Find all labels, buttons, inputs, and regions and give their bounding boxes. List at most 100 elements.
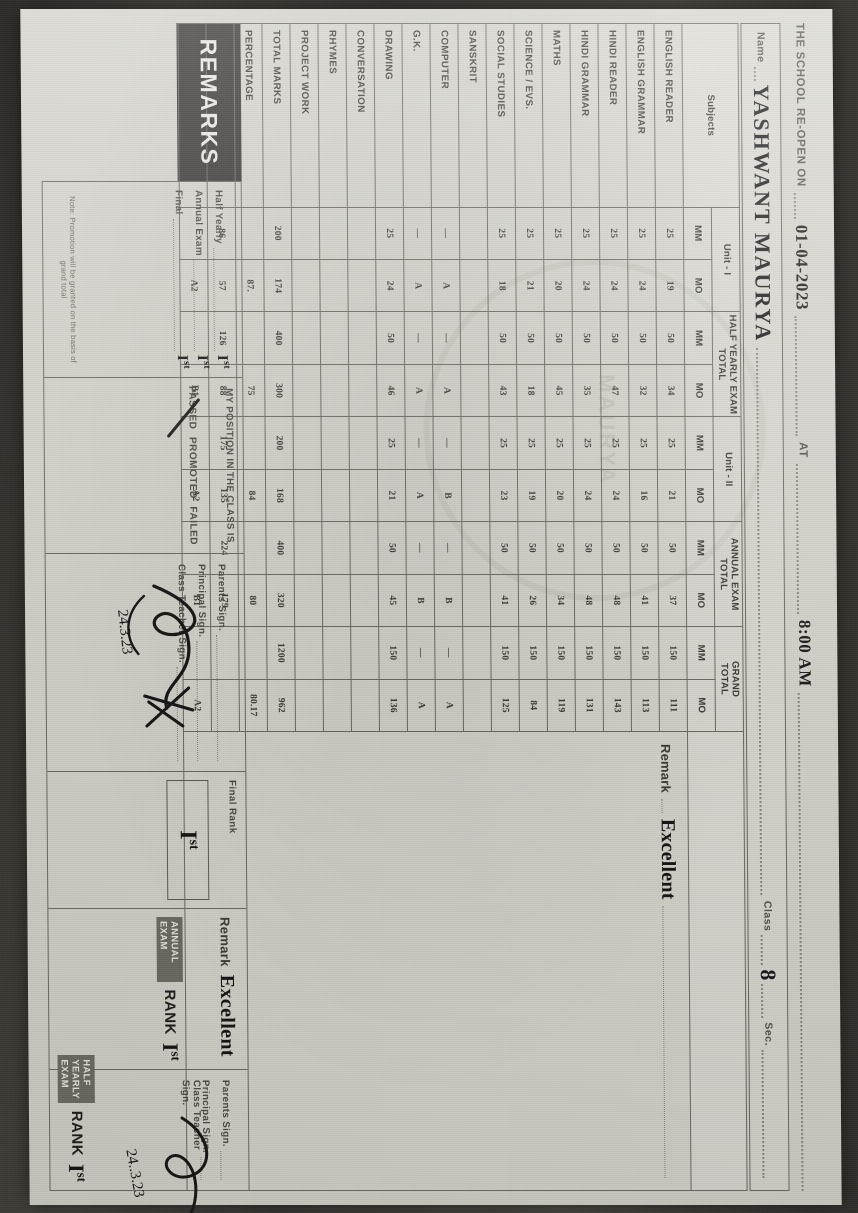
remarks-header-text: REMARKS [196,38,224,166]
group-header-annual: ANNUAL EXAM TOTAL [713,521,743,627]
max-marks-cell: — [431,207,460,260]
group-header-unit1: Unit - I [711,207,741,312]
obtained-marks-cell: 143 [603,679,632,732]
max-marks-cell: 25 [515,207,544,260]
obtained-marks-cell: 26 [518,574,547,627]
obtained-marks-cell: 19 [655,259,685,312]
max-marks-cell: 50 [629,521,659,575]
max-marks-cell: 150 [658,626,688,680]
obtained-marks-cell: 131 [575,679,604,732]
obtained-marks-cell: 18 [516,364,546,417]
failed-label[interactable]: FAILED [187,506,199,545]
obtained-marks-cell: A [432,364,462,417]
max-marks-cell [293,416,322,470]
obtained-marks-cell: 32 [628,364,658,417]
subject-name: HINDI READER [597,23,628,208]
max-marks-cell [293,521,323,575]
final-final-value: Ist [174,354,193,369]
final-annual-exam-row: Annual Exam Ist [193,190,214,369]
max-marks-cell: 50 [573,521,603,575]
reopen-time-value: 8:00 AM [795,619,815,687]
final-final-leader [172,218,185,351]
obtained-marks-cell: A [407,679,436,732]
reopen-leader-1 [794,192,808,219]
obtained-marks-cell: 16 [629,469,658,522]
subject-name: ENGLISH GRAMMAR [625,23,656,208]
obtained-marks-cell: 45 [378,574,407,627]
subject-name: SOCIAL STUDIES [485,23,516,208]
name-leader-b [756,348,774,895]
final-principal-sign-label: Principal Sign. [195,564,208,638]
reopen-date-value: 01-04-2023 [791,224,812,311]
annual-rank-badge: ANNUAL EXAM [156,917,183,982]
final-class-teacher-sign-row[interactable]: Class Teacher Sign. [176,564,198,761]
obtained-marks-cell: 21 [515,259,545,312]
obtained-marks-cell [322,574,351,627]
obtained-marks-cell [460,364,490,417]
hy-principal-sign-row[interactable]: Principal Sign. [200,1080,221,1180]
max-marks-cell: 50 [488,311,517,365]
reopen-at-label: AT [796,442,809,458]
obtained-marks-cell [292,364,322,417]
max-marks-cell [349,521,379,575]
obtained-marks-cell: A [431,259,461,312]
max-marks-cell: 400 [265,521,295,575]
final-parents-sign-row[interactable]: Parents Sign. [216,564,238,761]
obtained-marks-cell: 48 [574,574,603,627]
max-marks-cell: — [403,207,432,260]
half-yearly-rank-label: RANK [67,1110,86,1157]
passed-label[interactable]: PASSED [186,386,198,430]
max-marks-cell: 50 [376,311,405,365]
obtained-marks-cell [293,469,322,522]
max-marks-cell: — [433,416,462,470]
marks-table: Subjects Unit - I HALF YEARLY EXAM TOTAL … [177,23,748,1191]
max-marks-cell: 150 [378,626,408,680]
max-marks-cell: 25 [573,416,602,470]
max-marks-cell [321,521,351,575]
report-card-content: THE SCHOOL RE-OPEN ON 01-04-2023 AT 8:00… [20,9,841,1213]
class-label: Class [761,900,774,932]
max-marks-cell: — [405,521,435,575]
obtained-marks-cell: 43 [488,364,518,417]
max-marks-cell: — [432,311,461,365]
final-signature-block: Parents Sign. Principal Sign. Class Teac… [45,554,246,772]
obtained-marks-cell: 962 [267,679,296,732]
obtained-marks-cell: A [404,364,434,417]
half-yearly-remark-value: Excellent [656,818,680,900]
group-header-half-yearly: HALF YEARLY EXAM TOTAL [712,311,742,417]
max-marks-cell: 25 [377,416,406,470]
annual-remark-label: Remark [217,917,233,967]
max-marks-cell: 50 [517,521,547,575]
obtained-marks-cell: 45 [544,364,574,417]
obtained-marks-cell: 18 [487,259,517,312]
max-marks-cell [319,207,348,260]
max-marks-cell: 50 [628,311,657,365]
subject-name: RHYMES [317,23,348,208]
annual-remark-value: Excellent [215,974,239,1057]
max-marks-cell: 25 [629,416,658,470]
max-marks-cell: 50 [600,311,629,365]
student-identity-row: Name YASHWANT MAURYA Class 8 Sec. [740,23,790,1191]
sec-label: Sec. [762,1022,775,1046]
final-annual-exam-label: Annual Exam [192,190,205,256]
obtained-marks-cell: 34 [546,574,575,627]
annual-rank-label: RANK [161,989,179,1035]
svg-text:24..3.23: 24..3.23 [122,1148,147,1199]
obtained-marks-cell: 174 [263,259,293,312]
footer-remark-blocks: Half Yearly Ist Annual Exam Ist Final [34,23,250,1213]
annual-remark-row: Remark Excellent [215,917,239,1061]
hy-class-teacher-sign-row[interactable]: Class Teacher Sign. [180,1080,203,1180]
max-marks-cell: 50 [657,521,687,575]
final-principal-sign-row[interactable]: Principal Sign. [196,564,218,761]
max-marks-cell [348,311,377,365]
subject-name: MATHS [541,23,572,208]
obtained-marks-cell: 20 [543,259,573,312]
report-card-sheet-wrapper: MAURYA THE SCHOOL RE-OPEN ON 01-04-2023 … [20,8,842,1213]
hy-parents-sign-row[interactable]: Parents Sign. [220,1080,241,1180]
subject-name: SCIENCE / EVS. [513,23,544,208]
hy-parents-sign-label: Parents Sign. [219,1079,232,1147]
promoted-label[interactable]: PROMOTED [186,437,199,499]
max-marks-cell: 50 [377,521,407,575]
subject-name: G.K. [401,23,432,208]
